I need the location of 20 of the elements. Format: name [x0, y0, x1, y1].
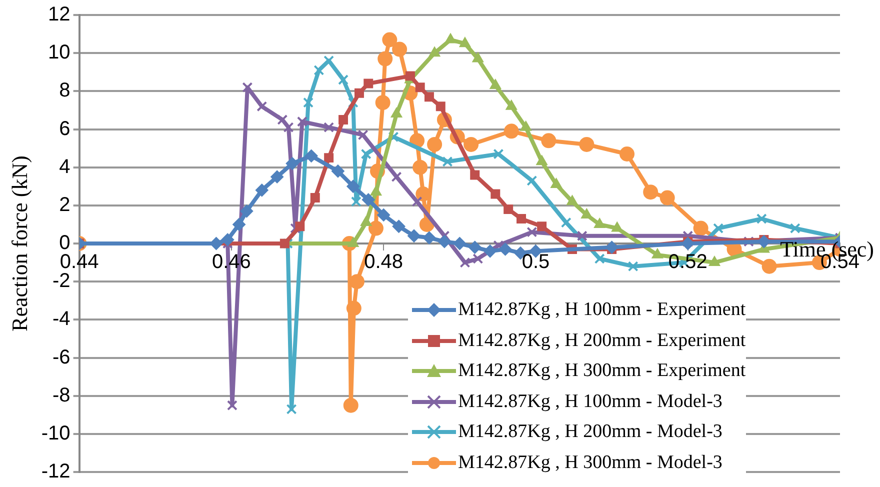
legend-label: M142.87Kg , H 300mm - Model-3 [458, 450, 722, 474]
y-tick-label: 10 [48, 42, 70, 64]
y-tick-label: -8 [52, 384, 70, 406]
y-tick-label: 8 [59, 80, 70, 102]
y-tick-label: -12 [41, 460, 70, 483]
x-tick-label: 0.5 [522, 251, 550, 274]
y-tick-label: 12 [48, 4, 70, 26]
y-tick-label: 4 [59, 156, 70, 178]
y-tick-label: -6 [52, 346, 70, 368]
legend-label: M142.87Kg , H 100mm - Experiment [458, 298, 746, 322]
y-tick-label: 6 [59, 118, 70, 140]
y-tick-label: 2 [59, 194, 70, 216]
legend-label: M142.87Kg , H 100mm - Model-3 [458, 390, 722, 414]
y-axis-title: Reaction force (kN) [6, 156, 32, 332]
x-tick-label: 0.48 [364, 251, 404, 274]
y-tick-label: -4 [52, 308, 70, 330]
legend-label: M142.87Kg , H 300mm - Experiment [458, 359, 746, 383]
legend-label: M142.87Kg , H 200mm - Experiment [458, 328, 746, 352]
legend-label: M142.87Kg , H 200mm - Model-3 [458, 420, 722, 444]
y-tick-label: -10 [41, 422, 70, 444]
